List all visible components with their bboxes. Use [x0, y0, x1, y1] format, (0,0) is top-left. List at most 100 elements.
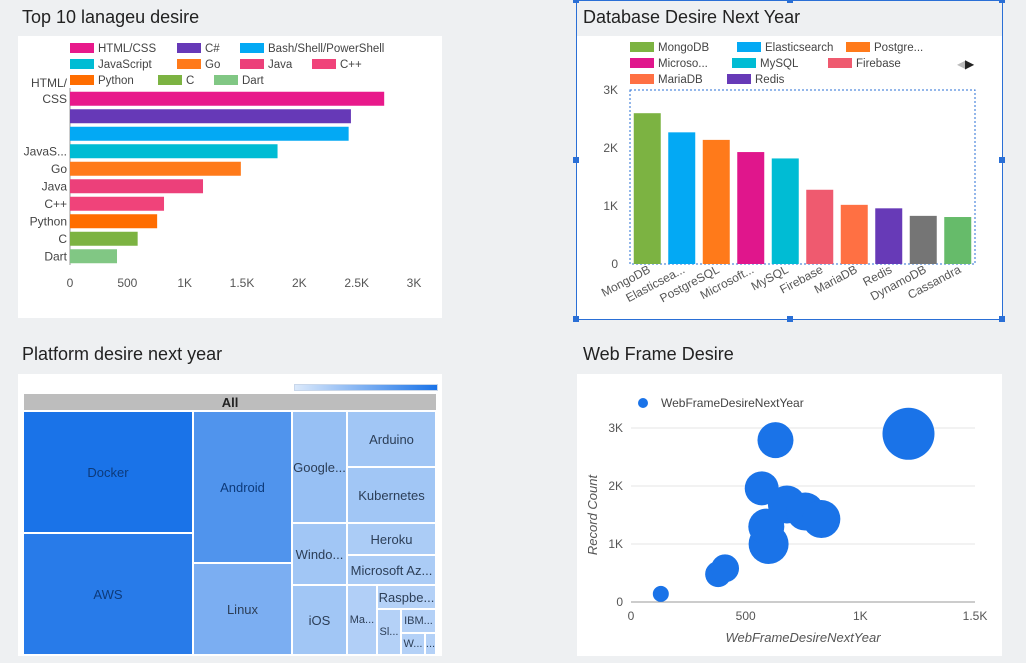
platform-chart-card[interactable]: All Docker AWS Android Linux Google... Arduino… — [18, 374, 442, 656]
treemap-cell-3[interactable]: Linux — [193, 563, 292, 655]
bar-0 — [633, 113, 661, 264]
x-tick-0: 0 — [628, 609, 635, 623]
x-tick-2: 1K — [853, 609, 868, 623]
resize-handle-br[interactable] — [999, 316, 1005, 322]
legend-label-9: Dart — [242, 75, 265, 87]
legend-swatch-5 — [240, 59, 264, 69]
legend-label-1: C# — [205, 43, 220, 55]
treemap-cell-7[interactable]: Windo... — [292, 523, 347, 585]
bar-1 — [668, 132, 696, 264]
bar-5 — [70, 179, 204, 194]
x-tick-6: 3K — [407, 276, 422, 290]
legend-swatch-4 — [177, 59, 201, 69]
bar-7 — [875, 208, 903, 264]
treemap-cell-12[interactable]: Raspbe... — [377, 585, 436, 609]
bar-4 — [771, 158, 799, 264]
legend-label-3: JavaScript — [98, 59, 152, 71]
legend-swatch-0 — [70, 43, 94, 53]
legend-label-5: Firebase — [856, 58, 901, 70]
treemap-cell-6[interactable]: Kubernetes — [347, 467, 436, 523]
lang-bar-chart: HTML/CSS C# Bash/Shell/PowerShell JavaScrip… — [24, 43, 422, 290]
y-tick-2: 2K — [608, 479, 623, 493]
color-scale-bar — [294, 384, 438, 391]
legend-label-7: Redis — [755, 74, 785, 86]
treemap-cell-4[interactable]: Google... — [292, 411, 347, 523]
x-tick-1: 500 — [736, 609, 756, 623]
resize-handle-tm[interactable] — [787, 0, 793, 3]
y-tick-1: 1K — [608, 537, 623, 551]
resize-handle-mr[interactable] — [999, 157, 1005, 163]
legend-next-icon: ▶ — [965, 57, 975, 71]
point-2 — [711, 554, 740, 583]
category-label-7: Python — [30, 214, 67, 228]
lang-chart-card[interactable]: HTML/CSS C# Bash/Shell/PowerShell JavaScrip… — [18, 36, 442, 318]
platform-chart-title: Platform desire next year — [22, 344, 223, 364]
legend-label-6: C++ — [340, 59, 362, 71]
legend-label-4: MySQL — [760, 58, 799, 70]
bar-6 — [70, 196, 165, 211]
resize-handle-bl[interactable] — [573, 316, 579, 322]
category-label-4: Go — [51, 162, 67, 176]
legend-label-0: MongoDB — [658, 42, 709, 54]
legend-marker — [638, 398, 648, 408]
legend-label-6: MariaDB — [658, 74, 703, 86]
db-chart-card[interactable]: MongoDB Elasticsearch Postgre... Microso...… — [577, 36, 1002, 319]
bar-3 — [737, 152, 765, 264]
legend-swatch-4 — [732, 58, 756, 68]
treemap-cell-16[interactable]: ... — [425, 633, 436, 655]
x-tick-0: 0 — [67, 276, 74, 290]
bar-1 — [70, 109, 351, 124]
legend-swatch-6 — [312, 59, 336, 69]
point-10 — [882, 407, 935, 460]
bar-4 — [70, 161, 241, 176]
treemap-cell-15[interactable]: W... — [401, 633, 425, 655]
treemap-cell-9[interactable]: Microsoft Az... — [347, 555, 436, 585]
platform-treemap: All Docker AWS Android Linux Google... Arduino… — [18, 374, 442, 656]
treemap-cell-10[interactable]: iOS — [292, 585, 347, 655]
lang-chart-title: Top 10 lanageu desire — [22, 7, 200, 27]
web-chart-card[interactable]: 0 1K 2K 3K 0 500 1K 1.5K WebFrameDesireNextYear W… — [577, 374, 1002, 656]
db-bar-chart: MongoDB Elasticsearch Postgre... Microso...… — [599, 42, 976, 305]
y-tick-3: 3K — [603, 83, 618, 97]
resize-handle-tr[interactable] — [999, 0, 1005, 3]
y-tick-3: 3K — [608, 421, 623, 435]
legend-label-4: Go — [205, 59, 220, 71]
resize-handle-tl[interactable] — [573, 0, 579, 3]
bar-8 — [70, 231, 138, 246]
bar-2 — [70, 126, 349, 141]
x-tick-1: 500 — [117, 276, 137, 290]
legend-label-0: HTML/CSS — [98, 43, 156, 55]
bar-5 — [806, 189, 834, 264]
treemap-cell-8[interactable]: Heroku — [347, 523, 436, 555]
treemap-cell-2[interactable]: Android — [193, 411, 292, 563]
category-label-5: Java — [42, 179, 68, 193]
legend-label-5: Java — [268, 59, 293, 71]
db-chart-title: Database Desire Next Year — [583, 7, 801, 27]
legend-label-2: Bash/Shell/PowerShell — [268, 43, 384, 55]
legend-label: WebFrameDesireNextYear — [661, 396, 804, 410]
y-axis-label: Record Count — [585, 474, 600, 556]
treemap-cell-13[interactable]: Sl... — [377, 609, 401, 655]
legend-swatch-3 — [630, 58, 654, 68]
legend-swatch-2 — [846, 42, 870, 52]
resize-handle-bm[interactable] — [787, 316, 793, 322]
point-6 — [757, 422, 794, 459]
x-tick-3: 1.5K — [230, 276, 255, 290]
treemap-cell-0[interactable]: Docker — [23, 411, 193, 533]
resize-handle-ml[interactable] — [573, 157, 579, 163]
category-label-8: C — [58, 232, 67, 246]
legend-swatch-9 — [214, 75, 238, 85]
treemap-root-header[interactable]: All — [23, 393, 437, 411]
y-tick-0: 0 — [611, 257, 618, 271]
category-label-3: JavaS... — [24, 144, 67, 158]
web-chart-title: Web Frame Desire — [583, 344, 734, 364]
treemap-cell-14[interactable]: IBM... — [401, 609, 436, 633]
legend-swatch-1 — [177, 43, 201, 53]
legend-swatch-7 — [727, 74, 751, 84]
treemap-cell-5[interactable]: Arduino — [347, 411, 436, 467]
treemap-cell-11[interactable]: Ma... — [347, 585, 377, 655]
treemap-cell-1[interactable]: AWS — [23, 533, 193, 655]
y-tick-1: 1K — [603, 199, 618, 213]
x-axis-label: WebFrameDesireNextYear — [725, 630, 881, 645]
legend-label-7: Python — [98, 75, 134, 87]
